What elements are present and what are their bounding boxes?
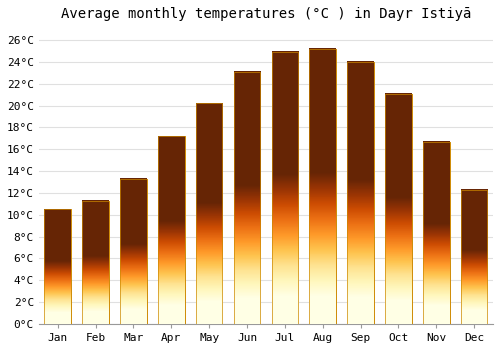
Bar (423, 142, 450, 324)
Bar (44, 209, 71, 324)
Bar (82, 201, 109, 324)
Bar (272, 52, 298, 324)
Bar (158, 136, 184, 324)
Bar (196, 103, 222, 324)
Bar (234, 72, 260, 324)
Bar (82, 201, 109, 324)
Bar (196, 103, 222, 324)
Bar (234, 72, 260, 324)
Bar (158, 136, 184, 324)
Bar (461, 190, 487, 324)
Bar (310, 49, 336, 324)
Bar (310, 49, 336, 324)
Bar (461, 190, 487, 324)
Bar (120, 179, 146, 324)
Bar (272, 52, 298, 324)
Bar (348, 62, 374, 324)
Bar (120, 179, 146, 324)
Bar (44, 209, 71, 324)
Bar (423, 142, 450, 324)
Bar (348, 62, 374, 324)
Title: Average monthly temperatures (°C ) in Dayr Istiyā: Average monthly temperatures (°C ) in Da… (60, 7, 471, 21)
Bar (385, 93, 411, 324)
Bar (385, 93, 411, 324)
